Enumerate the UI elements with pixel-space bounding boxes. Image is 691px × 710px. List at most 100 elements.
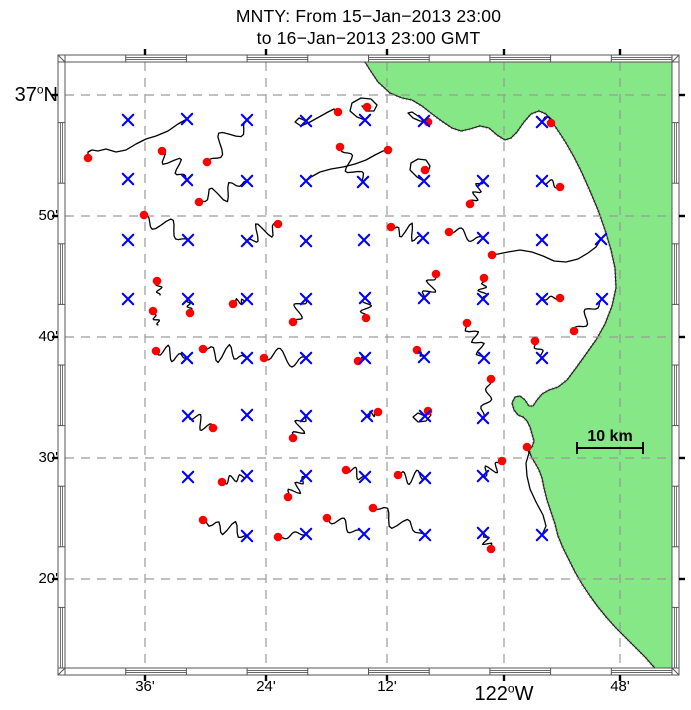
end-position-dot xyxy=(283,492,293,502)
y-axis-tick-label: 30' xyxy=(38,449,58,466)
frame-corner-bevel xyxy=(57,54,66,63)
start-x-marker xyxy=(358,470,372,484)
end-position-dot xyxy=(185,308,195,318)
land-polygon xyxy=(365,62,672,668)
trajectory-path xyxy=(573,298,603,332)
end-position-dot xyxy=(479,273,489,283)
end-position-dot xyxy=(157,146,167,156)
end-position-dot xyxy=(202,157,212,167)
start-x-marker xyxy=(476,174,490,188)
start-x-marker xyxy=(535,115,549,129)
end-position-dot xyxy=(273,532,283,542)
start-x-marker xyxy=(240,174,254,188)
end-position-dot xyxy=(386,222,396,232)
trajectory-path xyxy=(464,322,485,359)
start-x-marker xyxy=(358,291,372,305)
end-position-dot xyxy=(546,118,556,128)
end-position-dot xyxy=(373,407,383,417)
end-position-dot xyxy=(198,515,208,525)
start-x-marker xyxy=(476,469,490,483)
start-x-marker xyxy=(299,234,313,248)
end-position-dot xyxy=(148,306,158,316)
trajectory-path xyxy=(372,506,426,536)
start-x-marker xyxy=(240,469,254,483)
end-position-dot xyxy=(444,227,454,237)
end-position-dot xyxy=(228,299,238,309)
start-x-marker xyxy=(240,408,254,422)
start-x-marker xyxy=(180,112,194,126)
end-position-dot xyxy=(194,197,204,207)
trajectory-path xyxy=(480,378,493,419)
start-x-marker xyxy=(299,351,313,365)
trajectory-path xyxy=(397,469,426,486)
trajectory-path xyxy=(246,223,279,243)
start-x-marker xyxy=(356,175,370,189)
y-axis-tick-label: 20' xyxy=(38,570,58,587)
start-x-marker xyxy=(181,470,195,484)
end-position-dot xyxy=(335,142,345,152)
start-x-marker xyxy=(476,526,490,540)
end-position-dot xyxy=(83,153,93,163)
start-x-marker xyxy=(299,469,313,483)
end-position-dot xyxy=(139,210,149,220)
frame-corner-bevel xyxy=(671,54,680,63)
start-x-marker xyxy=(299,527,313,541)
start-x-marker xyxy=(180,173,194,187)
trajectory-path xyxy=(339,146,365,183)
coastline-path xyxy=(364,61,656,669)
trajectory-path xyxy=(277,531,307,540)
start-x-marker xyxy=(240,529,254,543)
figure-title-line1: MNTY: From 15−Jan−2013 23:00 xyxy=(235,6,502,26)
end-position-dot xyxy=(487,250,497,260)
start-x-marker xyxy=(121,292,135,306)
end-position-dot xyxy=(208,423,218,433)
start-x-marker xyxy=(121,113,135,127)
start-x-marker xyxy=(180,351,194,365)
end-position-dot xyxy=(341,465,351,475)
trajectory-path xyxy=(491,238,602,263)
end-position-dot xyxy=(273,219,283,229)
trajectory-path xyxy=(198,180,248,203)
trajectory-path xyxy=(87,118,188,159)
end-position-dot xyxy=(555,182,565,192)
start-x-marker xyxy=(418,528,432,542)
start-x-marker xyxy=(535,233,549,247)
end-position-dot xyxy=(462,318,472,328)
start-x-marker xyxy=(476,411,490,425)
start-x-marker xyxy=(299,174,313,188)
start-x-marker xyxy=(299,114,313,128)
trajectory-path xyxy=(294,108,339,127)
start-x-marker xyxy=(594,232,608,246)
start-x-marker xyxy=(181,292,195,306)
end-position-dot xyxy=(362,102,372,112)
end-position-dot xyxy=(393,470,403,480)
end-position-dot xyxy=(217,477,227,487)
y-axis-tick-label: 37oN xyxy=(14,82,58,106)
start-x-marker xyxy=(535,351,549,365)
end-position-dot xyxy=(555,293,565,303)
end-position-dot xyxy=(383,145,393,155)
scale-bar-label: 10 km xyxy=(587,428,633,445)
start-x-marker xyxy=(358,113,372,127)
end-position-dot xyxy=(497,456,507,466)
start-x-marker xyxy=(121,172,135,186)
start-x-marker xyxy=(535,528,549,542)
trajectory-path xyxy=(421,273,437,299)
trajectory-path xyxy=(206,119,248,163)
end-position-dot xyxy=(151,346,161,356)
frame-corner-bevel xyxy=(57,667,66,676)
trajectory-path xyxy=(468,180,484,205)
end-position-dot xyxy=(259,353,269,363)
end-position-dot xyxy=(522,442,532,452)
end-position-dot xyxy=(486,544,496,554)
start-x-marker xyxy=(535,174,549,188)
start-x-marker xyxy=(417,114,431,128)
start-x-marker xyxy=(299,292,313,306)
end-position-dot xyxy=(569,326,579,336)
x-axis-tick-label: 12' xyxy=(377,678,397,695)
start-x-marker xyxy=(181,409,195,423)
x-axis-tick-label: 122oW xyxy=(474,681,534,705)
start-x-marker xyxy=(240,292,254,306)
start-x-marker xyxy=(595,292,609,306)
